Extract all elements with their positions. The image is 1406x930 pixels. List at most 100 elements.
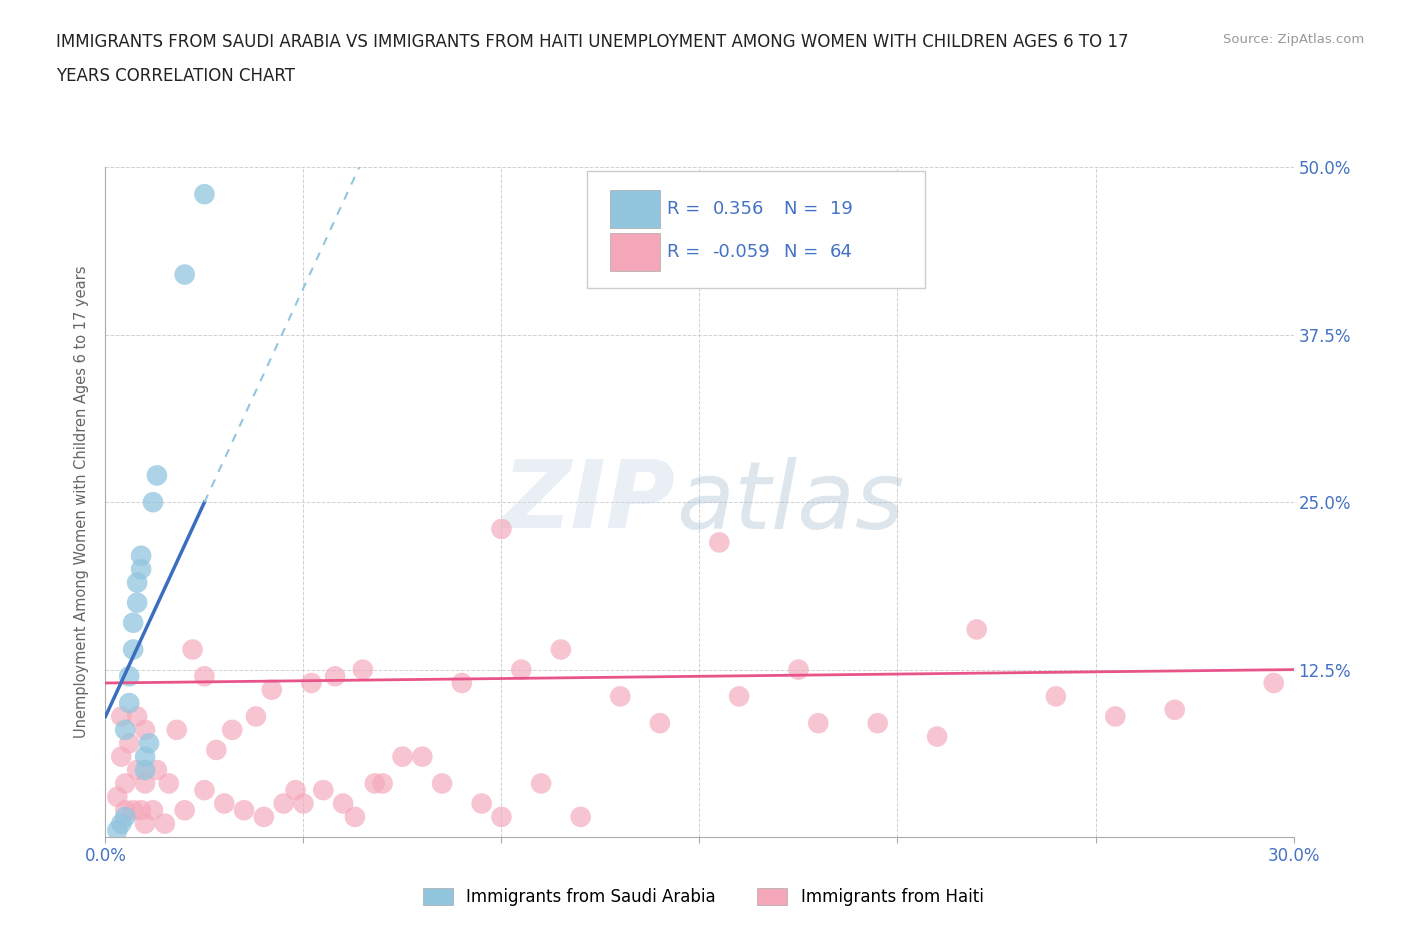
Point: [245, 709, 267, 724]
Point: [491, 809, 513, 824]
Point: [728, 689, 751, 704]
Point: [709, 535, 731, 550]
Legend: Immigrants from Saudi Arabia, Immigrants from Haiti: Immigrants from Saudi Arabia, Immigrants…: [416, 881, 990, 912]
Point: [371, 776, 394, 790]
Text: -0.059: -0.059: [713, 243, 770, 260]
Text: N =: N =: [783, 243, 818, 260]
Point: [110, 709, 132, 724]
Point: [122, 616, 145, 631]
Point: [134, 776, 156, 790]
Point: [118, 669, 141, 684]
FancyBboxPatch shape: [610, 190, 661, 228]
Point: [129, 549, 152, 564]
Point: [127, 709, 149, 724]
Point: [146, 763, 169, 777]
Text: ZIP: ZIP: [503, 457, 676, 548]
Point: [260, 683, 283, 698]
Point: [1164, 702, 1187, 717]
Point: [284, 783, 307, 798]
Point: [105, 790, 128, 804]
Text: 19: 19: [830, 200, 853, 218]
Point: [110, 817, 132, 831]
FancyBboxPatch shape: [610, 233, 661, 271]
Point: [134, 750, 156, 764]
Point: [1104, 709, 1126, 724]
Text: IMMIGRANTS FROM SAUDI ARABIA VS IMMIGRANTS FROM HAITI UNEMPLOYMENT AMONG WOMEN W: IMMIGRANTS FROM SAUDI ARABIA VS IMMIGRAN…: [56, 33, 1129, 50]
Point: [569, 809, 592, 824]
Point: [391, 750, 413, 764]
Point: [312, 783, 335, 798]
Point: [273, 796, 295, 811]
Point: [127, 763, 149, 777]
Point: [253, 809, 276, 824]
Point: [127, 595, 149, 610]
Point: [966, 622, 988, 637]
Point: [173, 267, 195, 282]
Point: [299, 675, 322, 690]
Point: [450, 675, 472, 690]
Text: 64: 64: [830, 243, 853, 260]
Point: [129, 803, 152, 817]
Point: [343, 809, 366, 824]
Text: YEARS CORRELATION CHART: YEARS CORRELATION CHART: [56, 67, 295, 85]
Text: atlas: atlas: [676, 457, 904, 548]
Point: [221, 723, 243, 737]
Point: [118, 696, 141, 711]
Text: R =: R =: [668, 200, 700, 218]
Point: [146, 468, 169, 483]
Point: [323, 669, 346, 684]
Point: [205, 742, 228, 757]
Point: [142, 803, 165, 817]
Point: [332, 796, 354, 811]
Point: [134, 763, 156, 777]
Text: 0.356: 0.356: [713, 200, 763, 218]
Point: [142, 495, 165, 510]
Point: [807, 716, 830, 731]
Point: [122, 642, 145, 657]
Point: [352, 662, 374, 677]
Point: [193, 187, 215, 202]
Point: [292, 796, 315, 811]
Point: [110, 750, 132, 764]
Point: [925, 729, 948, 744]
Point: [491, 522, 513, 537]
Point: [233, 803, 256, 817]
Point: [550, 642, 572, 657]
Point: [193, 669, 215, 684]
Point: [530, 776, 553, 790]
Y-axis label: Unemployment Among Women with Children Ages 6 to 17 years: Unemployment Among Women with Children A…: [75, 266, 90, 738]
Point: [122, 803, 145, 817]
Point: [411, 750, 433, 764]
Point: [138, 736, 160, 751]
Point: [471, 796, 494, 811]
Point: [609, 689, 631, 704]
Point: [193, 783, 215, 798]
Point: [166, 723, 188, 737]
Point: [866, 716, 889, 731]
Point: [129, 562, 152, 577]
Point: [648, 716, 671, 731]
Point: [173, 803, 195, 817]
Text: R =: R =: [668, 243, 700, 260]
Point: [118, 736, 141, 751]
Point: [1045, 689, 1067, 704]
Point: [157, 776, 180, 790]
Point: [114, 803, 136, 817]
Point: [127, 575, 149, 590]
Point: [134, 723, 156, 737]
Point: [510, 662, 533, 677]
Point: [114, 776, 136, 790]
Point: [787, 662, 810, 677]
Point: [114, 723, 136, 737]
Text: N =: N =: [783, 200, 818, 218]
Text: Source: ZipAtlas.com: Source: ZipAtlas.com: [1223, 33, 1364, 46]
Point: [214, 796, 236, 811]
Point: [181, 642, 204, 657]
Point: [430, 776, 453, 790]
Point: [153, 817, 176, 831]
Point: [105, 823, 128, 838]
Point: [364, 776, 387, 790]
FancyBboxPatch shape: [586, 171, 925, 288]
Point: [114, 809, 136, 824]
Point: [134, 817, 156, 831]
